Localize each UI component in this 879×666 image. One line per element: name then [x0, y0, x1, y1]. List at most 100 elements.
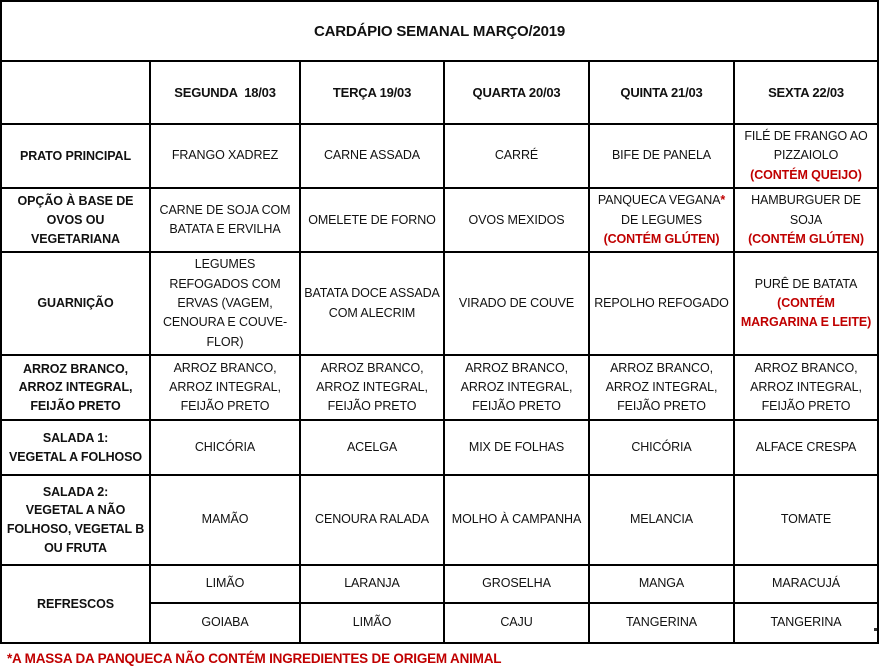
- title-row: CARDÁPIO SEMANAL MARÇO/2019: [0, 0, 879, 62]
- menu-cell: LIMÃO: [299, 602, 445, 645]
- cell-text: TOMATE: [780, 512, 832, 527]
- menu-cell: TANGERINA: [588, 602, 735, 645]
- cell-text: OMELETE DE FORNO: [308, 212, 436, 227]
- cell-text: CARRÉ: [494, 148, 539, 163]
- cell-text: ALFACE CRESPA: [755, 439, 857, 454]
- menu-cell: VIRADO DE COUVE: [443, 251, 590, 357]
- corner-cell: [0, 60, 151, 125]
- row-label: SALADA 2: VEGETAL A NÃO FOLHOSO, VEGETAL B…: [0, 474, 151, 567]
- row-label-line: PRATO PRINCIPAL: [19, 148, 131, 163]
- weekly-menu-table: CARDÁPIO SEMANAL MARÇO/2019 SEGUNDA 18/0…: [0, 0, 879, 645]
- row-label-line: VEGETAL A FOLHOSO: [8, 449, 143, 464]
- cell-text: DE LEGUMES: [621, 212, 702, 227]
- menu-cell: CARNE DE SOJA COM BATATA E ERVILHA: [149, 187, 301, 254]
- menu-cell: OMELETE DE FORNO: [299, 187, 445, 254]
- menu-cell: ARROZ BRANCO, ARROZ INTEGRAL, FEIJÃO PRETO: [149, 354, 301, 422]
- cell-text: MARACUJÁ: [772, 576, 840, 591]
- cell-text: MANGA: [638, 576, 685, 591]
- allergen-warning: (CONTÉM QUEIJO): [750, 167, 862, 182]
- menu-cell: MOLHO À CAMPANHA: [443, 474, 590, 567]
- menu-row: GUARNIÇÃO LEGUMES REFOGADOS COM ERVAS (VA…: [0, 251, 879, 357]
- cell-text: ARROZ BRANCO,: [173, 360, 277, 375]
- row-label-line: SALADA 1:: [42, 430, 109, 445]
- menu-row: OPÇÃO À BASE DE OVOS OU VEGETARIANA CARNE D…: [0, 187, 879, 254]
- cell-text: MOLHO À CAMPANHA: [451, 512, 582, 527]
- cell-text: GOIABA: [201, 615, 249, 630]
- allergen-warning: (CONTÉM GLÚTEN): [748, 231, 864, 246]
- menu-cell: CARRÉ: [443, 122, 590, 190]
- menu-cell: ARROZ BRANCO, ARROZ INTEGRAL, FEIJÃO PRETO: [588, 354, 735, 422]
- menu-cell: MANGA: [588, 564, 735, 605]
- allergen-asterisk: *: [720, 193, 726, 208]
- menu-cell: MELANCIA: [588, 474, 735, 567]
- row-label-line: FEIJÃO PRETO: [30, 399, 121, 413]
- menu-cell: ALFACE CRESPA: [733, 419, 879, 477]
- cell-text: OVOS MEXIDOS: [468, 212, 565, 227]
- menu-cell: GOIABA: [149, 602, 301, 645]
- menu-cell: FRANGO XADREZ: [149, 122, 301, 190]
- allergen-warning: (CONTÉM: [777, 296, 835, 310]
- row-label-line: GUARNIÇÃO: [37, 296, 114, 311]
- row-label-line: VEGETAL A NÃO: [25, 503, 126, 518]
- cell-text: FEIJÃO PRETO: [761, 399, 851, 414]
- menu-cell: PURÊ DE BATATA (CONTÉM MARGARINA E LEITE): [733, 251, 879, 357]
- menu-cell: ARROZ BRANCO, ARROZ INTEGRAL, FEIJÃO PRETO: [299, 354, 445, 422]
- cell-text: GROSELHA: [482, 576, 551, 591]
- row-label-line: VEGETARIANA: [31, 231, 120, 246]
- cell-text: TANGERINA: [770, 615, 842, 630]
- menu-cell: OVOS MEXIDOS: [443, 187, 590, 254]
- row-label: GUARNIÇÃO: [0, 251, 151, 357]
- cell-text: LIMÃO: [205, 576, 245, 591]
- cell-text: BIFE DE PANELA: [611, 148, 712, 163]
- day-header-quinta: QUINTA 21/03: [588, 60, 735, 125]
- cell-text: CAJU: [500, 615, 533, 630]
- menu-row: REFRESCOS LIMÃO LARANJA GROSELHA MANGA MARACU…: [0, 564, 879, 645]
- cell-text: PURÊ DE BATATA: [754, 276, 858, 291]
- cell-text: CHICÓRIA: [194, 439, 256, 454]
- menu-cell: LARANJA: [299, 564, 445, 605]
- menu-cell: REPOLHO REFOGADO: [588, 251, 735, 357]
- cell-text: ARROZ INTEGRAL,: [750, 379, 862, 394]
- menu-cell: ACELGA: [299, 419, 445, 477]
- cell-text: BATATA E ERVILHA: [169, 222, 281, 237]
- cell-text: ARROZ BRANCO,: [320, 360, 424, 375]
- menu-cell: ARROZ BRANCO, ARROZ INTEGRAL, FEIJÃO PRETO: [443, 354, 590, 422]
- menu-cell: HAMBURGUER DE SOJA (CONTÉM GLÚTEN): [733, 187, 879, 254]
- cell-text: FEIJÃO PRETO: [617, 399, 706, 414]
- menu-cell: CHICÓRIA: [588, 419, 735, 477]
- menu-cell: MIX DE FOLHAS: [443, 419, 590, 477]
- day-header-segunda: SEGUNDA 18/03: [149, 60, 301, 125]
- menu-cell: GROSELHA: [443, 564, 590, 605]
- cell-text: ARROZ INTEGRAL,: [605, 379, 718, 394]
- cell-text: CARNE DE SOJA COM: [159, 202, 291, 217]
- menu-row: SALADA 1: VEGETAL A FOLHOSO CHICÓRIA ACELGA…: [0, 419, 879, 477]
- cell-text: BATATA DOCE ASSADA: [304, 286, 440, 301]
- cell-text: FEIJÃO PRETO: [472, 399, 561, 414]
- menu-cell: CAJU: [443, 602, 590, 645]
- cell-text: FRANGO XADREZ: [171, 148, 279, 163]
- cell-text: PANQUECA VEGANA*: [597, 193, 726, 208]
- allergen-warning: MARGARINA E LEITE): [740, 315, 872, 330]
- cell-text: ARROZ BRANCO,: [610, 360, 713, 375]
- footnote: *A MASSA DA PANQUECA NÃO CONTÉM INGREDIE…: [7, 651, 502, 666]
- cell-text: SOJA: [789, 212, 823, 227]
- row-label: SALADA 1: VEGETAL A FOLHOSO: [0, 419, 151, 477]
- row-label-line: OPÇÃO À BASE DE: [17, 194, 134, 209]
- row-label-line: ARROZ INTEGRAL,: [18, 380, 133, 395]
- cell-text: ARROZ INTEGRAL,: [169, 379, 281, 394]
- cell-text: MELANCIA: [629, 512, 694, 527]
- cell-text: ARROZ INTEGRAL,: [460, 379, 573, 394]
- row-label-line: REFRESCOS: [37, 596, 114, 611]
- row-label: PRATO PRINCIPAL: [0, 122, 151, 190]
- page-title: CARDÁPIO SEMANAL MARÇO/2019: [0, 0, 879, 62]
- menu-cell: TANGERINA: [733, 602, 879, 645]
- cell-text: ARROZ BRANCO,: [465, 360, 568, 375]
- menu-cell: CARNE ASSADA: [299, 122, 445, 190]
- menu-cell: TOMATE: [733, 474, 879, 567]
- menu-row: PRATO PRINCIPAL FRANGO XADREZ CARNE ASSADA…: [0, 122, 879, 190]
- menu-cell: BATATA DOCE ASSADA COM ALECRIM: [299, 251, 445, 357]
- cell-text: ARROZ INTEGRAL,: [316, 379, 428, 394]
- row-label-line: FOLHOSO, VEGETAL B: [6, 522, 145, 537]
- cell-text: FILÉ DE FRANGO AO: [744, 129, 868, 143]
- row-label: REFRESCOS: [0, 564, 151, 645]
